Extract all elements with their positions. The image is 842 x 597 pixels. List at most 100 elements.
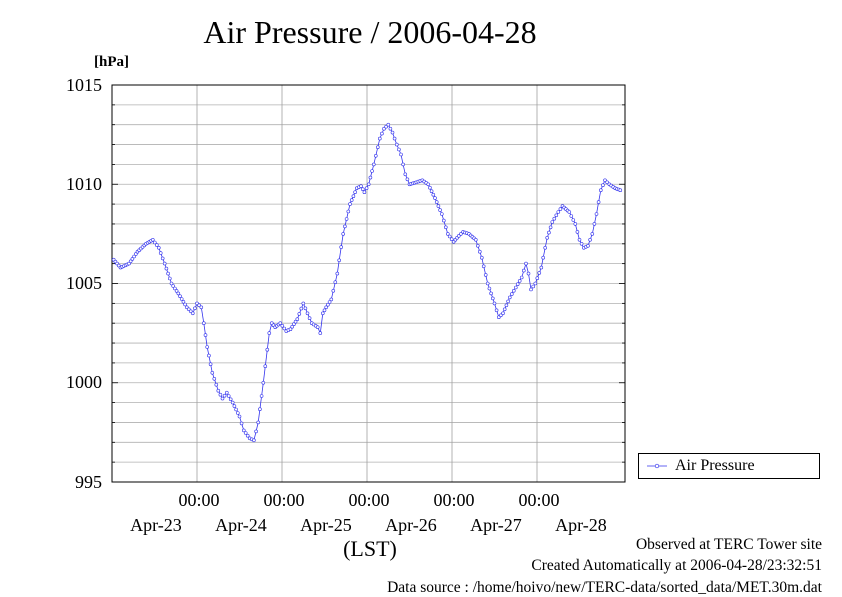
- data-point: [386, 122, 391, 127]
- data-point: [173, 286, 177, 291]
- data-point: [207, 353, 211, 358]
- data-point: [483, 273, 488, 277]
- data-point: [373, 154, 378, 158]
- x-date-label: Apr-26: [385, 515, 437, 535]
- data-point: [307, 316, 312, 321]
- data-point: [179, 297, 184, 301]
- data-point: [343, 224, 347, 229]
- data-point: [166, 271, 170, 276]
- data-point: [265, 347, 270, 352]
- data-point: [220, 396, 225, 401]
- x-time-label: 00:00: [178, 490, 220, 510]
- data-point: [526, 271, 531, 276]
- data-point: [203, 333, 208, 337]
- data-point: [132, 254, 136, 259]
- x-date-label: Apr-28: [555, 515, 607, 535]
- data-point: [539, 265, 544, 270]
- data-point: [556, 210, 561, 214]
- data-point: [243, 431, 248, 435]
- data-point: [258, 407, 262, 412]
- data-point: [353, 190, 357, 194]
- x-time-label: 00:00: [263, 490, 305, 510]
- x-axis-label: (LST): [343, 536, 397, 561]
- data-point: [216, 388, 221, 393]
- data-point: [370, 169, 374, 173]
- data-point: [280, 323, 285, 328]
- data-point: [439, 212, 444, 216]
- data-point: [388, 126, 393, 131]
- data-point: [226, 394, 231, 398]
- y-tick-label: 1015: [66, 75, 102, 95]
- data-point: [382, 126, 386, 131]
- data-point: [324, 305, 329, 310]
- data-point: [547, 230, 551, 235]
- data-point: [295, 317, 300, 322]
- data-point: [443, 225, 448, 230]
- data-point: [210, 370, 215, 375]
- data-point: [157, 246, 161, 250]
- data-point: [341, 232, 346, 236]
- data-point: [533, 281, 538, 286]
- data-point: [214, 382, 219, 387]
- data-point: [318, 331, 323, 335]
- data-point: [160, 256, 165, 261]
- data-point: [509, 292, 514, 296]
- data-point: [567, 210, 572, 214]
- data-point: [155, 243, 159, 247]
- data-point: [261, 380, 266, 385]
- data-point: [499, 313, 503, 318]
- data-point: [517, 279, 522, 283]
- data-point: [390, 130, 395, 135]
- data-point: [128, 259, 133, 264]
- data-point: [333, 280, 338, 285]
- data-point: [428, 185, 432, 190]
- x-date-label: Apr-23: [130, 515, 182, 535]
- data-point: [445, 232, 450, 236]
- data-point: [537, 271, 542, 275]
- data-point: [431, 192, 436, 197]
- data-point: [573, 222, 578, 226]
- data-point: [225, 390, 229, 395]
- data-point: [371, 162, 376, 167]
- data-point: [364, 186, 369, 190]
- data-point: [552, 216, 557, 221]
- data-point: [548, 225, 553, 230]
- data-point: [492, 301, 497, 306]
- legend-marker-icon: [647, 463, 667, 469]
- data-point: [212, 376, 217, 381]
- data-point: [521, 268, 526, 273]
- data-point: [362, 190, 367, 194]
- data-point: [205, 345, 209, 349]
- data-point: [351, 194, 356, 198]
- data-point: [305, 311, 310, 316]
- y-tick-label: 1005: [66, 273, 102, 293]
- data-point: [174, 289, 179, 293]
- data-point: [303, 306, 308, 311]
- data-point: [320, 311, 325, 316]
- data-point: [529, 287, 533, 292]
- data-point: [575, 230, 580, 234]
- data-point: [169, 281, 174, 286]
- data-point: [181, 299, 186, 304]
- data-point: [447, 234, 452, 239]
- data-point: [459, 232, 463, 236]
- data-point: [171, 284, 175, 288]
- data-point: [394, 142, 399, 147]
- x-date-label: Apr-25: [300, 515, 352, 535]
- data-point: [489, 291, 493, 296]
- data-point: [473, 238, 478, 242]
- data-point: [513, 285, 518, 290]
- data-point: [545, 236, 550, 240]
- data-point: [242, 428, 246, 433]
- data-point: [429, 189, 434, 193]
- data-point: [339, 245, 344, 249]
- data-point: [550, 220, 555, 224]
- data-point: [236, 411, 240, 415]
- data-point: [252, 438, 256, 443]
- data-point: [554, 213, 559, 218]
- data-point: [164, 266, 169, 271]
- data-point: [403, 172, 408, 177]
- data-point: [618, 188, 623, 192]
- data-point: [191, 311, 195, 316]
